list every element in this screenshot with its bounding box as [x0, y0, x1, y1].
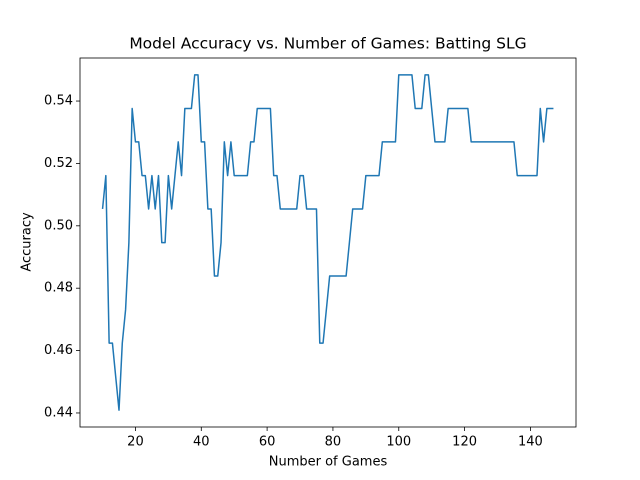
x-tick-label: 100: [386, 435, 411, 450]
y-tick-label: 0.50: [44, 218, 73, 233]
x-tick-label: 20: [127, 435, 144, 450]
y-tick-label: 0.46: [44, 343, 73, 358]
y-axis-label: Accuracy: [20, 212, 35, 272]
chart-title: Model Accuracy vs. Number of Games: Batt…: [129, 35, 526, 53]
x-tick-label: 40: [193, 435, 210, 450]
plot-frame: [79, 57, 577, 428]
y-tick-label: 0.54: [44, 94, 73, 109]
data-line: [101, 74, 554, 411]
y-tick-label: 0.48: [44, 281, 73, 296]
y-tick-label: 0.44: [44, 405, 73, 420]
x-tick-label: 60: [259, 435, 276, 450]
x-tick-label: 140: [518, 435, 543, 450]
x-tick-label: 120: [452, 435, 477, 450]
x-tick-label: 80: [325, 435, 342, 450]
y-tick-label: 0.52: [44, 156, 73, 171]
x-axis-label: Number of Games: [269, 455, 388, 470]
